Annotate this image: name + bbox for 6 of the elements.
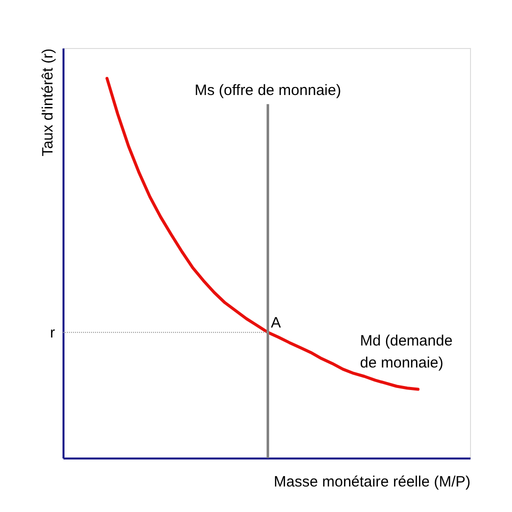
annotation: A: [270, 314, 281, 332]
ref-line-label: r: [50, 324, 55, 342]
y-axis-title: Taux d'intérêt (r): [40, 48, 56, 156]
series-label: Md (demande de monnaie): [360, 332, 453, 372]
x-axis-title: Masse monétaire réelle (M/P): [274, 474, 470, 490]
text: Ms (offre de monnaie): [194, 82, 342, 100]
